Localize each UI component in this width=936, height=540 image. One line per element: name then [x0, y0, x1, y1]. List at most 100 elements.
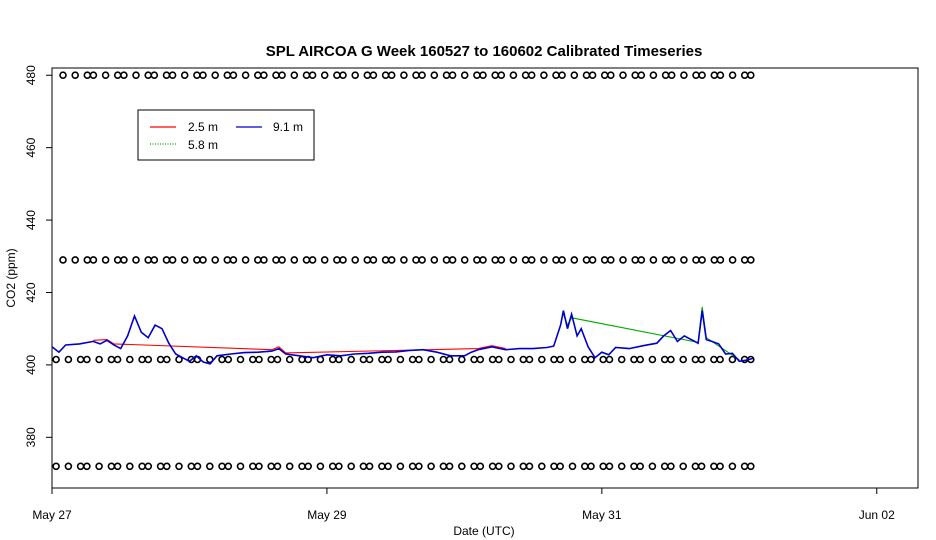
marker-point: [241, 71, 250, 79]
marker-point: [439, 462, 448, 471]
marker-point: [120, 256, 128, 264]
marker-point: [132, 71, 140, 79]
marker-point: [113, 71, 122, 79]
reference-markers: [52, 71, 755, 471]
marker-point: [497, 71, 506, 79]
marker-point: [412, 256, 420, 264]
marker-point: [113, 256, 122, 264]
series-line-9-1-m: [51, 310, 754, 365]
marker-point: [728, 256, 737, 264]
marker-point: [430, 71, 439, 79]
marker-point: [476, 462, 485, 471]
marker-point: [580, 355, 589, 364]
marker-point: [679, 462, 688, 471]
marker-point: [260, 256, 268, 264]
marker-point: [667, 256, 676, 264]
marker-point: [497, 256, 506, 264]
x-tick-label-0: May 27: [32, 508, 72, 522]
marker-point: [144, 71, 152, 79]
marker-point: [316, 462, 325, 471]
marker-point: [285, 462, 294, 471]
marker-point: [619, 256, 627, 264]
marker-point: [606, 256, 615, 264]
marker-point: [193, 71, 201, 79]
marker-point: [427, 355, 435, 364]
marker-point: [540, 71, 548, 79]
marker-point: [660, 355, 669, 364]
marker-point: [637, 256, 646, 264]
marker-point: [507, 355, 515, 364]
marker-point: [255, 355, 263, 364]
marker-point: [692, 71, 700, 79]
marker-point: [570, 71, 579, 79]
marker-point: [168, 256, 177, 264]
marker-point: [550, 462, 558, 471]
marker-point: [175, 462, 183, 471]
marker-point: [339, 256, 347, 264]
marker-point: [552, 71, 560, 79]
y-tick-label-380: 380: [24, 427, 38, 447]
marker-point: [716, 462, 724, 471]
marker-point: [630, 355, 638, 364]
y-tick-label-440: 440: [24, 210, 38, 230]
marker-point: [636, 355, 645, 364]
marker-point: [144, 462, 153, 471]
marker-point: [412, 71, 420, 79]
marker-point: [400, 71, 408, 79]
marker-point: [101, 256, 110, 264]
marker-point: [728, 71, 737, 79]
marker-point: [630, 462, 638, 471]
marker-point: [599, 355, 608, 364]
marker-point: [415, 462, 423, 471]
marker-point: [180, 256, 189, 264]
marker-point: [381, 71, 390, 79]
marker-point: [470, 355, 478, 364]
marker-point: [491, 71, 500, 79]
marker-point: [430, 256, 439, 264]
marker-point: [527, 256, 536, 264]
marker-point: [83, 71, 92, 79]
marker-point: [387, 256, 396, 264]
marker-point: [339, 71, 347, 79]
marker-point: [224, 355, 233, 364]
marker-point: [223, 256, 232, 264]
marker-point: [648, 462, 657, 471]
marker-point: [716, 71, 725, 79]
marker-point: [716, 256, 725, 264]
marker-point: [570, 256, 579, 264]
marker-point: [599, 462, 608, 471]
marker-point: [363, 71, 372, 79]
marker-point: [249, 462, 257, 471]
marker-point: [587, 355, 595, 364]
marker-point: [359, 462, 368, 471]
marker-point: [302, 71, 311, 79]
marker-point: [138, 462, 146, 471]
y-axis-label: CO2 (ppm): [4, 248, 18, 307]
marker-point: [126, 355, 134, 364]
marker-point: [224, 462, 233, 471]
marker-point: [206, 462, 214, 471]
marker-point: [83, 256, 92, 264]
marker-point: [223, 71, 232, 79]
marker-point: [680, 256, 688, 264]
marker-point: [253, 256, 262, 264]
marker-point: [59, 71, 67, 79]
marker-point: [144, 256, 152, 264]
marker-point: [369, 256, 378, 264]
marker-point: [290, 71, 299, 79]
marker-point: [746, 71, 755, 79]
marker-point: [298, 355, 306, 364]
marker-point: [408, 462, 417, 471]
marker-point: [95, 355, 103, 364]
marker-point: [418, 256, 426, 264]
marker-point: [600, 256, 609, 264]
marker-point: [320, 71, 329, 79]
marker-point: [328, 462, 337, 471]
y-tick-label-460: 460: [24, 137, 38, 157]
y-tick-label-420: 420: [24, 282, 38, 302]
marker-point: [126, 462, 134, 471]
marker-point: [253, 71, 262, 79]
marker-point: [396, 462, 405, 471]
marker-point: [470, 462, 478, 471]
marker-point: [76, 355, 85, 364]
